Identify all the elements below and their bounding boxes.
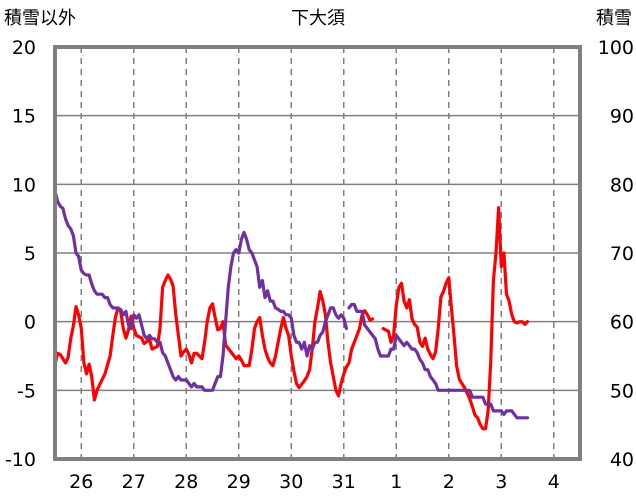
left-tick-label: -5 (17, 380, 36, 402)
series-2-line (53, 189, 348, 392)
left-tick-label: 10 (12, 174, 36, 196)
right-tick-label: 70 (610, 243, 634, 265)
series-1-line (53, 273, 375, 402)
x-tick-label: 27 (122, 471, 146, 493)
right-tick-label: 90 (610, 106, 634, 128)
left-tick-label: -10 (5, 449, 36, 471)
right-axis-label: 積雪 (596, 8, 632, 29)
left-tick-label: 15 (12, 106, 36, 128)
series-2-line (347, 302, 530, 420)
right-tick-label: 100 (598, 37, 634, 59)
right-axis-ticks: 100 90 80 70 60 50 40 (598, 37, 634, 471)
x-tick-label: 26 (69, 471, 93, 493)
left-axis-ticks: 20 15 10 5 0 -5 -10 (5, 37, 36, 471)
right-tick-label: 60 (610, 312, 634, 334)
left-tick-label: 0 (24, 312, 36, 334)
x-tick-label: 2 (443, 471, 455, 493)
x-tick-label: 29 (227, 471, 251, 493)
x-tick-label: 4 (548, 471, 560, 493)
x-tick-label: 3 (495, 471, 507, 493)
right-tick-label: 40 (610, 449, 634, 471)
series-1-line (381, 206, 530, 431)
x-tick-label: 1 (390, 471, 402, 493)
right-tick-label: 50 (610, 380, 634, 402)
x-tick-label: 31 (332, 471, 356, 493)
left-tick-label: 5 (24, 243, 36, 265)
x-tick-label: 30 (279, 471, 303, 493)
x-tick-label: 28 (174, 471, 198, 493)
series-lines (53, 189, 530, 431)
left-axis-label: 積雪以外 (4, 8, 76, 29)
right-tick-label: 80 (610, 174, 634, 196)
plot-frame (53, 45, 582, 461)
left-tick-label: 20 (12, 37, 36, 59)
x-axis-ticks: 26 27 28 29 30 31 1 2 3 4 (69, 471, 560, 493)
chart-title: 下大須 (291, 8, 345, 29)
